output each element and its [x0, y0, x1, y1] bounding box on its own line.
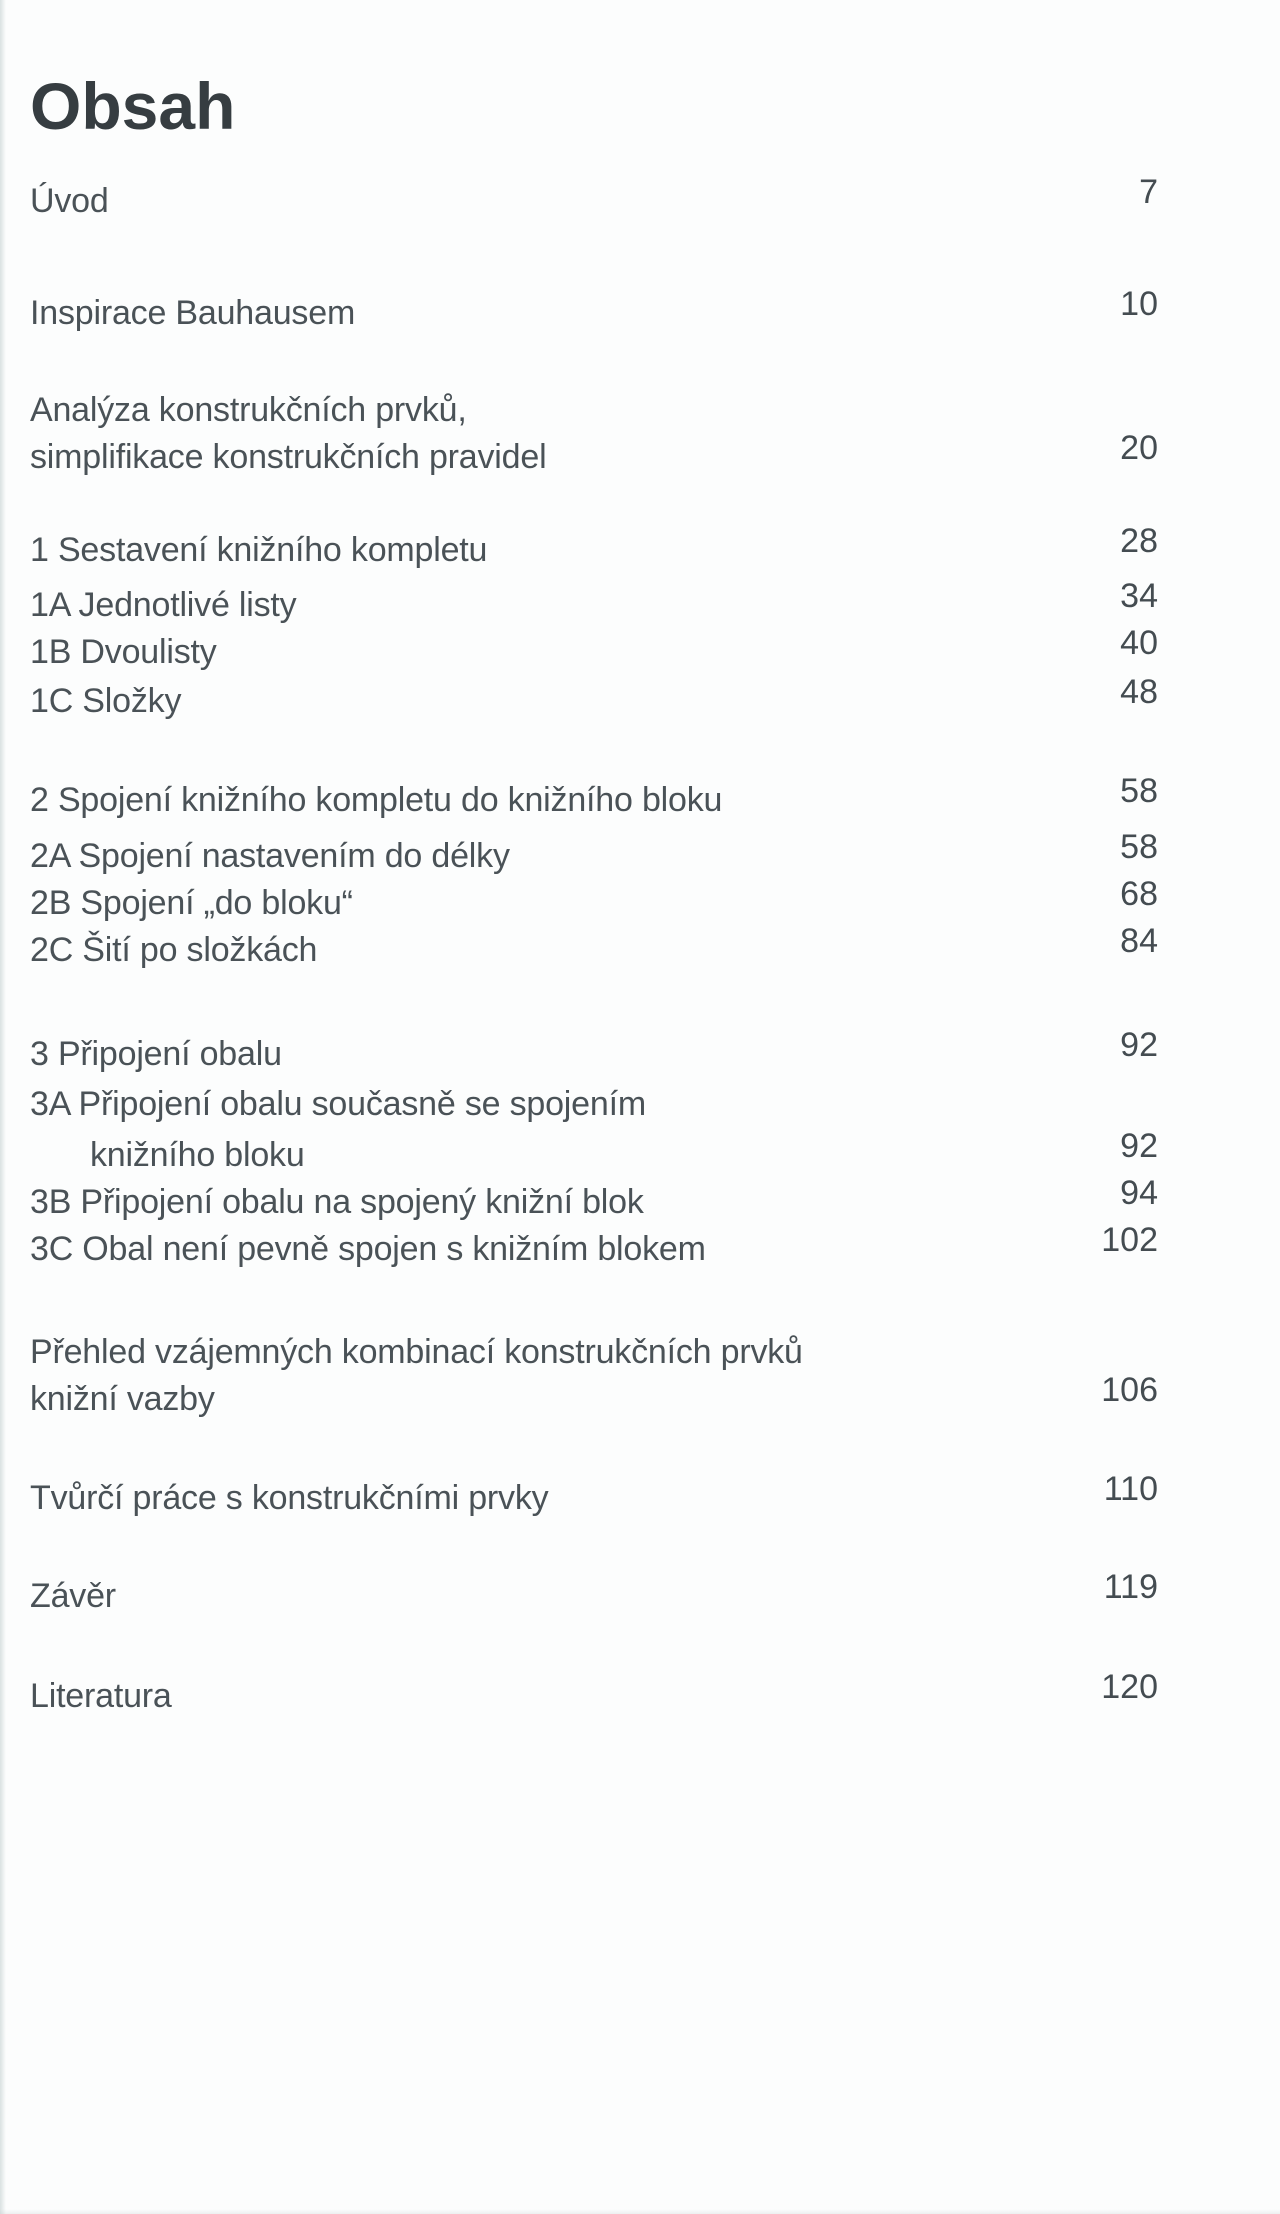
- toc-entry-label: 2A Spojení nastavením do délky: [30, 837, 510, 875]
- toc-row: Přehled vzájemných kombinací konstrukční…: [30, 1329, 1158, 1376]
- toc-entry-label: Závěr: [30, 1577, 116, 1615]
- toc-entry-label: 3 Připojení obalu: [30, 1035, 282, 1073]
- toc-row: 1B Dvoulisty 40: [30, 624, 1158, 676]
- toc-entry-label: Tvůrčí práce s konstrukčními prvky: [30, 1479, 549, 1517]
- toc-row: Literatura 120: [30, 1668, 1158, 1720]
- toc-entry-label: Úvod: [30, 182, 109, 220]
- toc-row: 3A Připojení obalu současně se spojením: [30, 1081, 1158, 1128]
- toc-entry-label: 3A Připojení obalu současně se spojením: [30, 1085, 646, 1123]
- toc-page-number: 7: [1139, 173, 1158, 211]
- toc-row: knižního bloku 92: [30, 1127, 1158, 1179]
- toc-entry-label: 3C Obal není pevně spojen s knižním blok…: [30, 1230, 706, 1268]
- toc-page-number: 94: [1120, 1174, 1158, 1212]
- toc-row: Závěr 119: [30, 1568, 1158, 1620]
- toc-page-number: 58: [1120, 772, 1158, 810]
- toc-page-number: 110: [1103, 1470, 1158, 1508]
- toc-page-number: 40: [1120, 624, 1158, 662]
- toc-page-number: 48: [1120, 673, 1158, 711]
- toc-entry-label: 1B Dvoulisty: [30, 633, 217, 671]
- toc-page-number: 20: [1120, 429, 1158, 467]
- toc-row: 1A Jednotlivé listy 34: [30, 577, 1158, 629]
- toc-entry-label: knižního bloku: [90, 1136, 305, 1174]
- page-title: Obsah: [30, 69, 236, 143]
- toc-page-number: 34: [1120, 577, 1158, 615]
- toc-entry-label: Inspirace Bauhausem: [30, 294, 356, 332]
- toc-page-number: 120: [1101, 1668, 1158, 1706]
- toc-row: simplifikace konstrukčních pravidel 20: [30, 429, 1158, 481]
- toc-row: 1 Sestavení knižního kompletu 28: [30, 522, 1158, 574]
- toc-row: knižní vazby 106: [30, 1371, 1158, 1423]
- toc-entry-label: Přehled vzájemných kombinací konstrukční…: [30, 1333, 803, 1371]
- toc-page-number: 106: [1101, 1371, 1158, 1409]
- toc-row: Tvůrčí práce s konstrukčními prvky 110: [30, 1470, 1158, 1522]
- toc-row: 2 Spojení knižního kompletu do knižního …: [30, 772, 1158, 824]
- toc-entry-label: knižní vazby: [30, 1380, 215, 1418]
- toc-row: 3 Připojení obalu 92: [30, 1026, 1158, 1078]
- toc-row: Analýza konstrukčních prvků,: [30, 387, 1158, 434]
- toc-entry-label: 3B Připojení obalu na spojený knižní blo…: [30, 1183, 644, 1221]
- toc-entry-label: 2B Spojení „do bloku“: [30, 884, 353, 922]
- toc-row: Inspirace Bauhausem 10: [30, 285, 1158, 337]
- toc-row: 2C Šití po složkách 84: [30, 922, 1158, 974]
- toc-entry-label: simplifikace konstrukčních pravidel: [30, 438, 547, 476]
- toc-page-number: 119: [1103, 1568, 1158, 1606]
- toc-entry-label: 1A Jednotlivé listy: [30, 586, 297, 624]
- toc-row: 2B Spojení „do bloku“ 68: [30, 875, 1158, 927]
- toc-page-number: 68: [1120, 875, 1158, 913]
- toc-row: 2A Spojení nastavením do délky 58: [30, 828, 1158, 880]
- toc-entry-label: Analýza konstrukčních prvků,: [30, 391, 467, 429]
- toc-content: Obsah Úvod 7 Inspirace Bauhausem 10 Anal…: [30, 50, 1158, 1720]
- toc-row: 3B Připojení obalu na spojený knižní blo…: [30, 1174, 1158, 1226]
- toc-entry-label: 2 Spojení knižního kompletu do knižního …: [30, 781, 723, 819]
- toc-page-number: 84: [1120, 922, 1158, 960]
- toc-row: Úvod 7: [30, 173, 1158, 225]
- toc-page-number: 92: [1120, 1127, 1158, 1165]
- toc-page-number: 92: [1120, 1026, 1158, 1064]
- toc-page-number: 10: [1120, 285, 1158, 323]
- toc-entry-label: 1C Složky: [30, 682, 182, 720]
- toc-entry-label: 2C Šití po složkách: [30, 931, 318, 969]
- toc-row: 1C Složky 48: [30, 673, 1158, 725]
- toc-page-number: 58: [1120, 828, 1158, 866]
- toc-entry-label: 1 Sestavení knižního kompletu: [30, 531, 488, 569]
- toc-page-number: 28: [1120, 522, 1158, 560]
- toc-list: Úvod 7 Inspirace Bauhausem 10 Analýza ko…: [30, 173, 1158, 1720]
- toc-row: 3C Obal není pevně spojen s knižním blok…: [30, 1221, 1158, 1273]
- toc-entry-label: Literatura: [30, 1677, 172, 1715]
- toc-page-number: 102: [1101, 1221, 1158, 1259]
